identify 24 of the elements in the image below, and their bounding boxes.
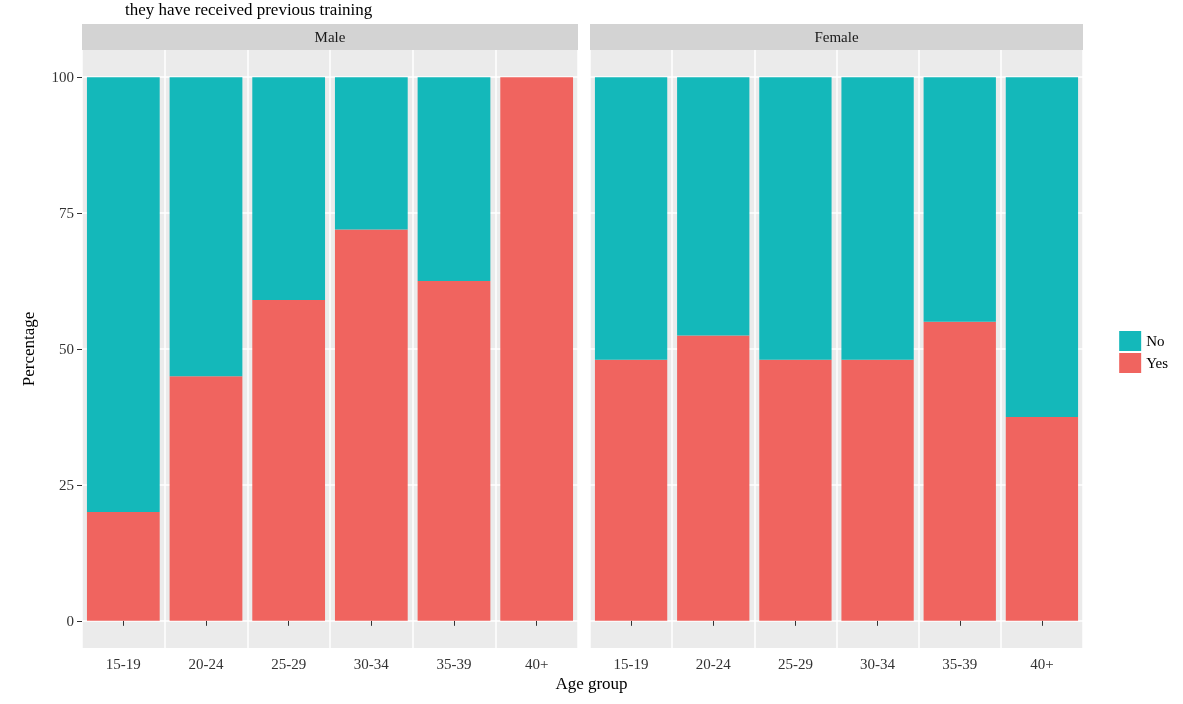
y-tick-label: 75 (59, 205, 74, 222)
y-tick-label: 100 (51, 69, 74, 86)
x-tick-label: 25-29 (271, 655, 307, 672)
y-tick-label: 0 (66, 612, 74, 629)
x-tick-label: 40+ (1030, 655, 1054, 672)
text: they have received previous training (125, 0, 373, 20)
x-tick-label: 25-29 (777, 655, 813, 672)
x-tick-label: 15-19 (613, 655, 649, 672)
x-tick-label: 20-24 (695, 655, 732, 672)
x-tick-label: 15-19 (105, 655, 141, 672)
y-tick-label: 25 (59, 476, 74, 493)
y-tick-label: 50 (59, 341, 74, 357)
y-axis-title: Percentage (19, 311, 38, 387)
x-tick-label: 30-34 (860, 655, 896, 672)
legend-label: No (1146, 333, 1165, 349)
x-tick-label: 20-24 (188, 655, 224, 672)
x-tick-label: 40+ (524, 655, 549, 672)
legend-label: Yes (1146, 355, 1169, 371)
x-tick-label: 35-39 (942, 655, 978, 672)
x-axis-title: Age group (554, 674, 629, 694)
chart-title: Female (590, 24, 1083, 50)
x-tick-label: 35-39 (436, 655, 472, 672)
chart-title: Male (82, 24, 578, 50)
x-tick-label: 30-34 (353, 655, 390, 672)
